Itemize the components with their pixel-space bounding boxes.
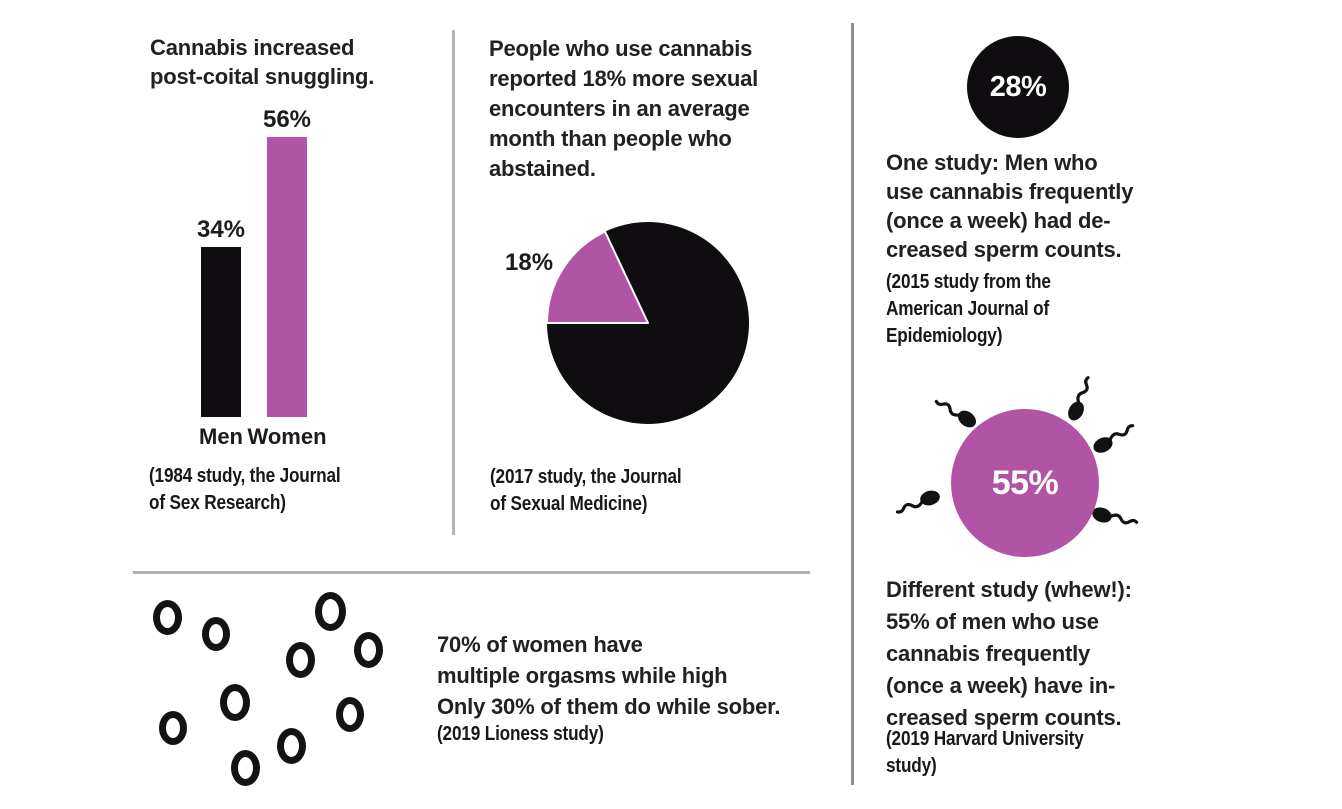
- orgasm-o-icon: [336, 696, 364, 732]
- pie-slice-label: 18%: [505, 249, 554, 276]
- bar-men: [201, 247, 241, 417]
- sperm-icon: [1089, 422, 1140, 458]
- encounters-source: (2017 study, the Journal of Sexual Medic…: [490, 466, 682, 515]
- sperm-icon: [1063, 375, 1101, 425]
- bar-women-category-label: Women: [247, 424, 327, 449]
- sperm-decrease-text: One study: Men who use cannabis frequent…: [886, 150, 1134, 262]
- orgasm-o-icon: [220, 683, 250, 721]
- divider-horizontal: [133, 571, 810, 574]
- orgasm-o-icon: [285, 642, 315, 678]
- bar-women: [267, 137, 307, 417]
- bar-men-value-label: 34%: [196, 216, 246, 243]
- orgasms-text: 70% of women have multiple orgasms while…: [437, 632, 781, 719]
- orgasm-o-icon: [353, 632, 383, 668]
- stat-28-label: 28%: [989, 70, 1047, 103]
- divider-vertical-left: [452, 30, 455, 535]
- orgasm-o-icon: [314, 591, 346, 631]
- orgasm-o-icon: [276, 728, 306, 764]
- orgasm-o-icon: [159, 711, 187, 745]
- sperm-increase-text: Different study (whew!): 55% of men who …: [886, 577, 1132, 730]
- sperm-increase-source: (2019 Harvard University study): [886, 728, 1084, 777]
- sperm-icon: [1088, 503, 1139, 536]
- sperm-icon: [892, 486, 944, 516]
- encounters-paragraph: People who use cannabis reported 18% mor…: [489, 36, 759, 181]
- stat-circle-28: 28%: [967, 36, 1069, 138]
- bar-women-value-label: 56%: [262, 106, 312, 133]
- stat-55-label: 55%: [991, 463, 1059, 502]
- orgasm-o-icon: [230, 750, 260, 786]
- orgasm-o-icon: [202, 617, 230, 651]
- bar-men-category-label: Men: [199, 424, 243, 449]
- pie-chart: [546, 222, 749, 424]
- pie-slice-18: [546, 230, 649, 324]
- sperm-icon: [933, 390, 981, 433]
- snuggling-source: (1984 study, the Journal of Sex Research…: [149, 465, 341, 514]
- sperm-decrease-source: (2015 study from the American Journal of…: [886, 271, 1051, 347]
- stat-circle-55: 55%: [951, 409, 1099, 557]
- snuggling-title: Cannabis increased post-coital snuggling…: [150, 35, 375, 89]
- orgasms-source: (2019 Lioness study): [437, 723, 604, 745]
- orgasm-o-icon: [152, 599, 182, 635]
- divider-vertical-right: [851, 23, 854, 785]
